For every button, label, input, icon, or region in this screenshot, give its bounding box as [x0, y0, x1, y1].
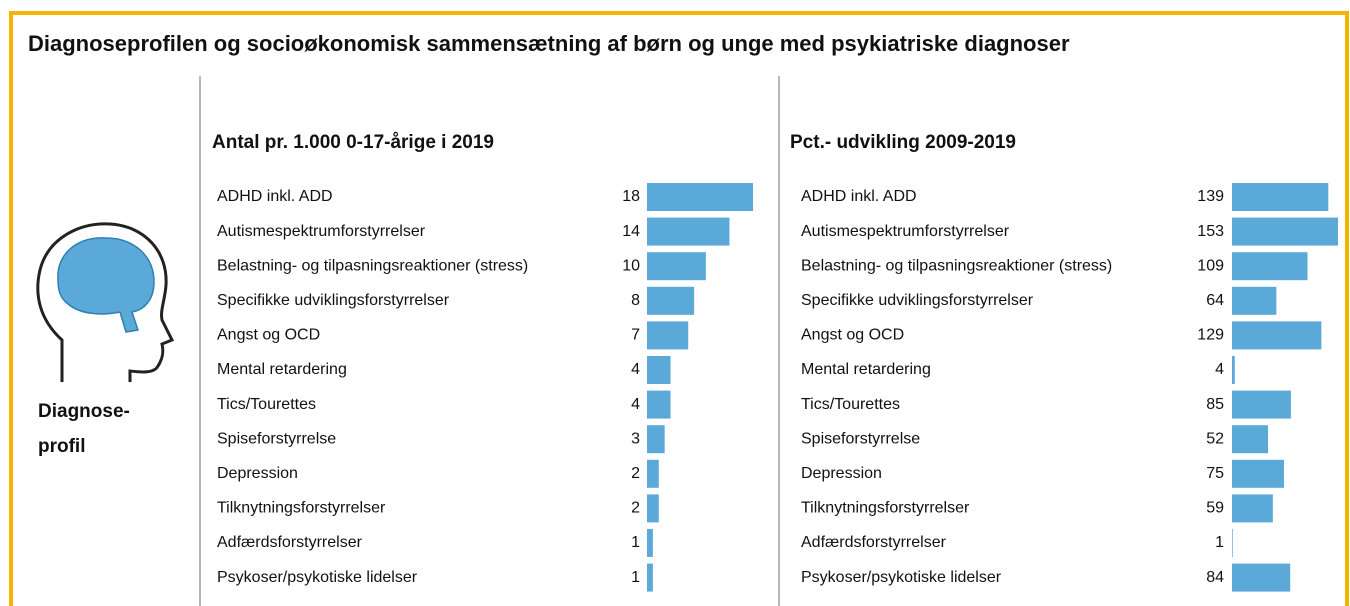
- bar: [1232, 459, 1284, 488]
- value-label: 1: [631, 534, 640, 551]
- category-label: Tilknytningsforstyrrelser: [801, 500, 970, 517]
- bar: [1232, 529, 1233, 557]
- value-label: 84: [1206, 569, 1224, 586]
- value-label: 2: [631, 465, 640, 482]
- frame: [9, 11, 1349, 606]
- value-label: 129: [1197, 327, 1224, 344]
- bar: [647, 217, 730, 246]
- category-label: Specifikke udviklingsforstyrrelser: [801, 292, 1034, 309]
- bar: [1232, 425, 1269, 454]
- category-label: Tics/Tourettes: [801, 396, 900, 413]
- bar: [1232, 217, 1338, 246]
- category-label: Adfærdsforstyrrelser: [801, 534, 947, 551]
- value-label: 7: [631, 327, 640, 344]
- value-label: 59: [1206, 500, 1224, 517]
- category-label: Mental retardering: [217, 361, 347, 378]
- category-label: Mental retardering: [801, 361, 931, 378]
- section-label: profil: [38, 436, 86, 457]
- category-label: Depression: [801, 465, 882, 482]
- value-label: 153: [1197, 223, 1224, 240]
- value-label: 52: [1206, 430, 1224, 447]
- section-label: Diagnose-: [38, 401, 130, 422]
- bar: [647, 321, 689, 350]
- bar: [647, 356, 671, 384]
- category-label: Belastning- og tilpasningsreaktioner (st…: [801, 257, 1112, 274]
- category-label: Adfærdsforstyrrelser: [217, 534, 363, 551]
- value-label: 1: [1215, 534, 1224, 551]
- category-label: Autismespektrumforstyrrelser: [217, 223, 426, 240]
- bar: [647, 425, 665, 454]
- title: Diagnoseprofilen og socioøkonomisk samme…: [28, 31, 1070, 56]
- head-icon: [36, 222, 175, 382]
- bar: [647, 390, 671, 419]
- category-label: Tilknytningsforstyrrelser: [217, 500, 386, 517]
- category-label: ADHD inkl. ADD: [217, 188, 333, 205]
- value-label: 2: [631, 500, 640, 517]
- bar: [647, 459, 659, 488]
- bar: [647, 286, 695, 315]
- category-label: Psykoser/psykotiske lidelser: [217, 569, 418, 586]
- bar: [647, 529, 653, 557]
- bar: [1232, 183, 1329, 211]
- bar: [647, 183, 753, 211]
- category-label: Depression: [217, 465, 298, 482]
- value-label: 1: [631, 569, 640, 586]
- category-label: Psykoser/psykotiske lidelser: [801, 569, 1002, 586]
- category-label: Tics/Tourettes: [217, 396, 316, 413]
- bar: [647, 563, 653, 592]
- value-label: 75: [1206, 465, 1224, 482]
- value-label: 4: [631, 396, 640, 413]
- category-label: ADHD inkl. ADD: [801, 188, 917, 205]
- value-label: 64: [1206, 292, 1224, 309]
- bar: [1232, 356, 1235, 384]
- category-label: Specifikke udviklingsforstyrrelser: [217, 292, 450, 309]
- category-label: Spiseforstyrrelse: [801, 430, 920, 447]
- bar: [647, 252, 706, 281]
- bar: [1232, 286, 1277, 315]
- category-label: Angst og OCD: [801, 327, 904, 344]
- bar: [647, 494, 659, 523]
- bar: [1232, 390, 1291, 419]
- value-label: 18: [622, 188, 640, 205]
- value-label: 109: [1197, 257, 1224, 274]
- value-label: 14: [622, 223, 640, 240]
- bar: [1232, 494, 1273, 523]
- bar: [1232, 563, 1291, 592]
- category-label: Belastning- og tilpasningsreaktioner (st…: [217, 257, 528, 274]
- bar: [1232, 252, 1308, 281]
- value-label: 8: [631, 292, 640, 309]
- value-label: 10: [622, 257, 640, 274]
- value-label: 3: [631, 430, 640, 447]
- value-label: 85: [1206, 396, 1224, 413]
- value-label: 4: [631, 361, 640, 378]
- chart-title: Pct.- udvikling 2009-2019: [790, 132, 1016, 153]
- bar: [1232, 321, 1322, 350]
- category-label: Angst og OCD: [217, 327, 320, 344]
- category-label: Spiseforstyrrelse: [217, 430, 336, 447]
- chart-title: Antal pr. 1.000 0-17-årige i 2019: [212, 132, 494, 153]
- category-label: Autismespektrumforstyrrelser: [801, 223, 1010, 240]
- value-label: 4: [1215, 361, 1224, 378]
- value-label: 139: [1197, 188, 1224, 205]
